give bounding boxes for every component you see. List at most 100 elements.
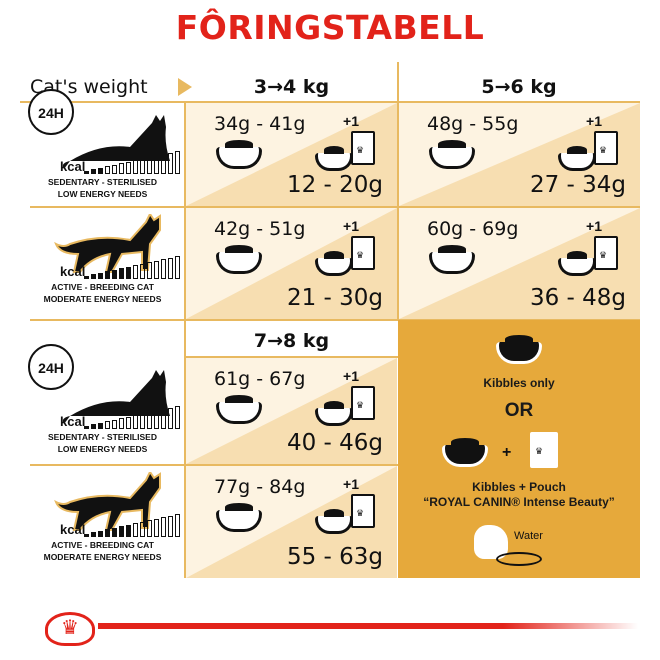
profile-sedentary: 24H kcal SEDENTARY - STERILISED LOW ENER… xyxy=(20,89,185,208)
energy-bar xyxy=(84,275,89,279)
energy-bar xyxy=(175,406,180,429)
energy-bar xyxy=(112,164,117,174)
pouch-icon: ♛ xyxy=(594,236,618,270)
dry-only-amount: 48g - 55g xyxy=(427,113,519,135)
energy-bar xyxy=(140,158,145,174)
active-cat-icon xyxy=(54,472,161,531)
divider xyxy=(397,62,399,320)
kcal-label: kcal xyxy=(60,522,86,537)
weight-col-3-4: 3→4 kg xyxy=(253,76,330,98)
pouch-icon: ♛ xyxy=(351,131,375,165)
legend-panel: Kibbles only OR + ♛ Kibbles + Pouch “ROY… xyxy=(398,320,640,578)
kcal-label: kcal xyxy=(60,264,86,279)
divider xyxy=(30,464,398,466)
pouch-count: +1 xyxy=(586,218,602,234)
divider xyxy=(30,206,640,208)
pouch-icon: ♛ xyxy=(351,236,375,270)
kcal-label: kcal xyxy=(60,414,86,429)
energy-bar xyxy=(98,272,103,279)
mixed-feeding-triangle xyxy=(186,466,397,578)
footer-red-line xyxy=(98,623,638,629)
energy-bar xyxy=(112,269,117,279)
mixed-dry-amount: 36 - 48g xyxy=(529,285,626,311)
pouch-count: +1 xyxy=(343,476,359,492)
energy-bar xyxy=(84,170,89,174)
energy-scale xyxy=(84,406,180,429)
pouch-count: +1 xyxy=(586,113,602,129)
energy-bar xyxy=(147,412,152,429)
kibbles-only-label: Kibbles only xyxy=(483,376,555,390)
profile-line2: MODERATE ENERGY NEEDS xyxy=(43,552,162,562)
feeding-cell: 42g - 51g +1 ♛ 21 - 30g xyxy=(186,208,397,319)
energy-bar xyxy=(154,155,159,174)
feeding-cell: 77g - 84g +1 ♛ 55 - 63g xyxy=(186,466,397,578)
energy-bar xyxy=(133,265,138,279)
weight-col-5-6: 5→6 kg xyxy=(481,76,557,98)
sedentary-cat-icon xyxy=(62,370,170,424)
feeding-cell: 34g - 41g +1 ♛ 12 - 20g xyxy=(186,103,397,206)
energy-bar xyxy=(119,163,124,174)
energy-bar xyxy=(126,524,131,537)
weight-col-7-8: 7→8 kg xyxy=(253,330,330,352)
energy-bar xyxy=(112,527,117,537)
profile-line1: ACTIVE - BREEDING CAT xyxy=(51,282,154,292)
kcal-label: kcal xyxy=(60,159,86,174)
energy-bar xyxy=(161,154,166,174)
energy-bar xyxy=(98,422,103,429)
dry-only-amount: 61g - 67g xyxy=(214,368,306,390)
energy-bar xyxy=(84,425,89,429)
kibbles-pouch-label: Kibbles + Pouch xyxy=(472,480,566,494)
energy-bar xyxy=(91,274,96,279)
active-cat-icon xyxy=(54,214,161,273)
clock-24h-icon: 24H xyxy=(28,344,74,390)
page-title: FÔRINGSTABELL xyxy=(175,8,485,47)
mixed-feeding-triangle xyxy=(399,103,640,206)
pouch-count: +1 xyxy=(343,113,359,129)
profile-line1: ACTIVE - BREEDING CAT xyxy=(51,540,154,550)
water-bowl-icon xyxy=(496,552,542,566)
energy-bar xyxy=(98,530,103,537)
kibble-bowl-icon xyxy=(315,146,353,171)
mixed-feeding-triangle xyxy=(186,208,397,319)
divider xyxy=(30,319,640,321)
clock-24h-icon: 24H xyxy=(28,89,74,135)
feeding-cell: 61g - 67g +1 ♛ 40 - 46g xyxy=(186,358,397,464)
arrow-right-icon xyxy=(178,78,192,96)
mixed-dry-amount: 12 - 20g xyxy=(286,172,383,198)
energy-bar xyxy=(105,421,110,429)
energy-bar xyxy=(161,409,166,429)
energy-bar xyxy=(119,268,124,279)
energy-bar xyxy=(98,167,103,174)
pouch-icon: ♛ xyxy=(351,386,375,420)
energy-scale xyxy=(84,151,180,174)
energy-bar xyxy=(175,514,180,537)
pouch-count: +1 xyxy=(343,368,359,384)
feeding-cell: 48g - 55g +1 ♛ 27 - 34g xyxy=(399,103,640,206)
energy-bar xyxy=(175,151,180,174)
profile-line2: MODERATE ENERGY NEEDS xyxy=(43,294,162,304)
pouch-icon: ♛ xyxy=(351,494,375,528)
divider xyxy=(185,356,398,358)
energy-bar xyxy=(140,263,145,279)
product-label: “ROYAL CANIN® Intense Beauty” xyxy=(423,495,615,509)
energy-bar xyxy=(91,532,96,537)
kibble-bowl-icon xyxy=(315,401,353,426)
dry-only-amount: 60g - 69g xyxy=(427,218,519,240)
energy-bar xyxy=(147,520,152,537)
kibble-bowl-icon xyxy=(429,140,475,169)
kibble-bowl-icon xyxy=(216,395,262,424)
profile-line1: SEDENTARY - STERILISED xyxy=(48,177,157,187)
mixed-dry-amount: 55 - 63g xyxy=(286,544,383,570)
kibble-bowl-icon xyxy=(315,509,353,534)
pouch-icon: ♛ xyxy=(530,432,558,468)
energy-scale xyxy=(84,514,180,537)
energy-bar xyxy=(133,160,138,174)
energy-bar xyxy=(168,407,173,429)
kibble-bowl-icon xyxy=(429,245,475,274)
energy-bar xyxy=(175,256,180,279)
energy-bar xyxy=(154,518,159,537)
kibble-bowl-icon xyxy=(315,251,353,276)
dry-only-amount: 77g - 84g xyxy=(214,476,306,498)
kibble-bowl-icon xyxy=(558,251,596,276)
mixed-feeding-triangle xyxy=(186,358,397,464)
